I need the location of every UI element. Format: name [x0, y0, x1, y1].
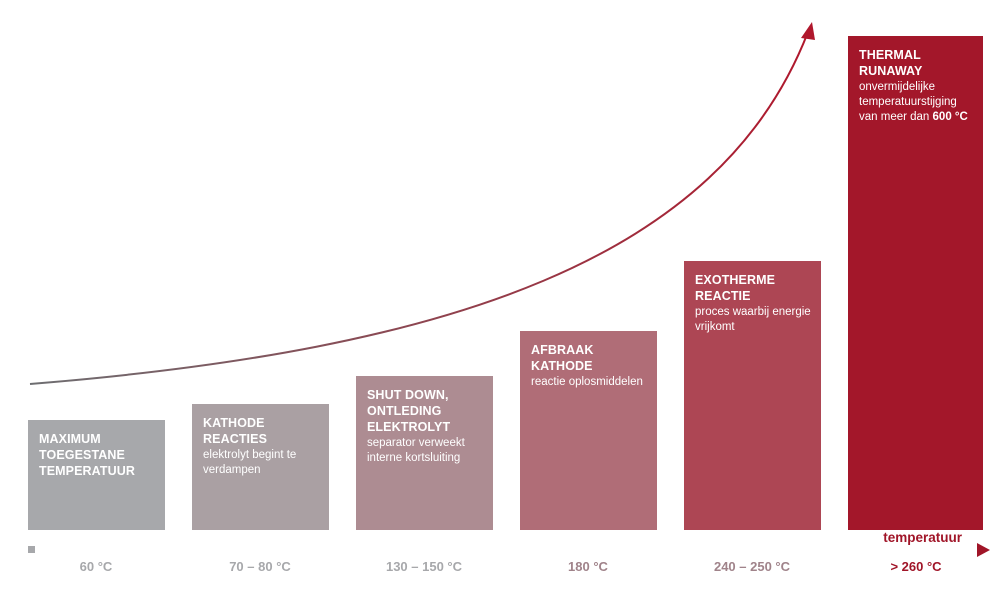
stage-title-line: KATHODE — [203, 416, 265, 430]
stage-box-1: MAXIMUM TOEGESTANE TEMPERATUUR — [28, 420, 165, 530]
stage-box-3: SHUT DOWN, ONTLEDING ELEKTROLYT separator v… — [356, 376, 493, 530]
temperature-label: 60 °C — [79, 559, 113, 574]
stage-title-line: AFBRAAK — [531, 343, 594, 357]
temperature-label: 70 – 80 °C — [229, 559, 291, 574]
stage-box-6: THERMAL RUNAWAY onvermijdelijke temperatuur… — [848, 36, 983, 530]
stage-title-line: MAXIMUM — [39, 432, 101, 446]
stage-description: proces waarbij energie vrijkomt — [695, 305, 811, 335]
axis-arrowhead — [977, 543, 990, 557]
stage-title-line: ELEKTROLYT — [367, 420, 451, 434]
curve-arrowhead — [801, 22, 815, 40]
stage-title-line: THERMAL — [859, 48, 921, 62]
stage-description-line: proces waarbij energie — [695, 306, 811, 318]
stage-title: SHUT DOWN, ONTLEDING ELEKTROLYT — [367, 387, 483, 435]
growth-curve — [29, 31, 809, 385]
stage-description-line: interne kortsluiting — [367, 452, 461, 464]
stage-description-line: separator verweekt — [367, 437, 465, 449]
stage-title-line: ONTLEDING — [367, 404, 442, 418]
stage-title-line: TOEGESTANE — [39, 448, 125, 462]
stage-title: KATHODE REACTIES — [203, 415, 319, 447]
stage-box-2: KATHODE REACTIES elektrolyt begint te verda… — [192, 404, 329, 530]
stage-description-line: reactie oplosmiddelen — [531, 376, 643, 388]
temperature-label: 180 °C — [568, 559, 608, 574]
stage-title-line: SHUT DOWN, — [367, 388, 449, 402]
stage-title: MAXIMUM TOEGESTANE TEMPERATUUR — [39, 431, 155, 479]
temperature-label: > 260 °C — [890, 559, 942, 574]
temperature-label: 130 – 150 °C — [385, 559, 463, 574]
temperature-label: 240 – 250 °C — [713, 559, 791, 574]
stage-title: THERMAL RUNAWAY — [859, 47, 973, 79]
axis-start-marker — [28, 546, 35, 553]
stage-description-line: vrijkomt — [695, 321, 735, 333]
stage-title-line: RUNAWAY — [859, 64, 923, 78]
stage-box-4: AFBRAAK KATHODE reactie oplosmiddelen — [520, 331, 657, 530]
stage-title-line: KATHODE — [531, 359, 593, 373]
stage-description-line: onvermijdelijke — [859, 81, 936, 93]
stage-description-emphasis: 600 °C — [932, 111, 968, 123]
stage-title-line: TEMPERATUUR — [39, 464, 136, 478]
stage-title-line: REACTIES — [203, 432, 268, 446]
stage-title: AFBRAAK KATHODE — [531, 342, 647, 374]
stage-description-line: elektrolyt begint te — [203, 449, 297, 461]
stage-title-line: EXOTHERME — [695, 273, 776, 287]
stage-description: onvermijdelijke temperatuurstijging van me… — [859, 80, 973, 125]
axis-title: temperatuur — [883, 530, 962, 545]
stage-title-line: REACTIE — [695, 289, 751, 303]
stage-description-line: verdampen — [203, 464, 261, 476]
stage-description-line: van meer dan — [859, 111, 930, 123]
stage-box-5: EXOTHERME REACTIE proces waarbij energie vr… — [684, 261, 821, 530]
stage-description: separator verweekt interne kortsluiting — [367, 436, 483, 466]
stage-description: reactie oplosmiddelen — [531, 375, 647, 390]
stage-description-line: temperatuurstijging — [859, 96, 957, 108]
stage-description: elektrolyt begint te verdampen — [203, 448, 319, 478]
stage-title: EXOTHERME REACTIE — [695, 272, 811, 304]
